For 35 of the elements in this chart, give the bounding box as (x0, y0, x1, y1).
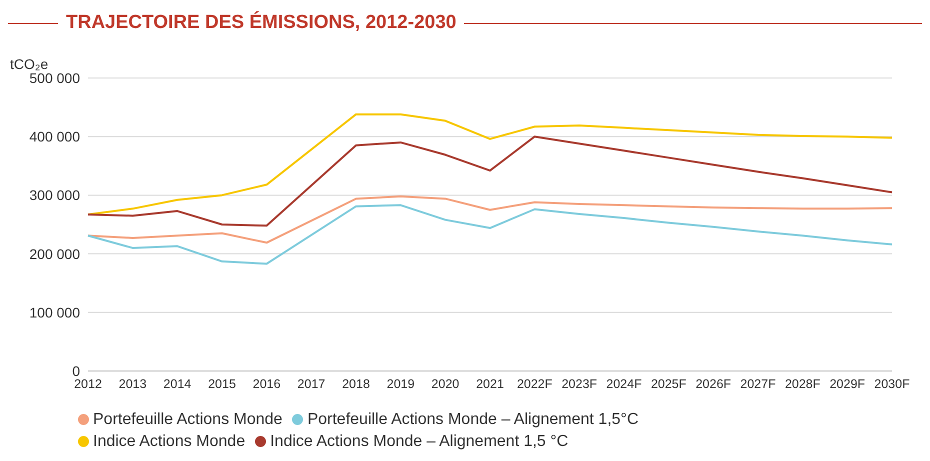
legend-label: Indice Actions Monde (93, 433, 246, 450)
x-tick-label: 2019 (386, 376, 415, 391)
x-tick-label: 2017 (297, 376, 326, 391)
x-tick-label: 2021 (476, 376, 504, 391)
x-tick-label: 2029F (830, 376, 866, 391)
legend-label: Indice Actions Monde – Alignement 1,5 °C (270, 433, 568, 450)
x-tick-label: 2028F (784, 376, 821, 391)
chart-title: TRAJECTOIRE DES ÉMISSIONS, 2012-2030 (66, 12, 456, 34)
x-tick-label: 2027F (740, 376, 776, 391)
x-tick-label: 2023F (562, 376, 598, 391)
line-series (87, 204, 893, 265)
y-tick-label: 300 000 (29, 187, 80, 204)
x-tick-label: 2013 (118, 376, 147, 391)
y-tick-label: 100 000 (29, 304, 80, 320)
x-tick-label: 2026F (696, 376, 732, 391)
x-tick-label: 2024F (606, 376, 642, 391)
x-tick-label: 2016 (252, 376, 281, 391)
x-tick-label: 2030F (874, 376, 910, 391)
legend-label: Portefeuille Actions Monde (93, 411, 282, 428)
y-tick-label: 0 (72, 362, 80, 379)
x-tick-label: 2018 (342, 376, 370, 391)
x-tick-label: 2022F (516, 376, 553, 391)
x-tick-label: 2015 (208, 376, 236, 391)
y-tick-label: 200 000 (29, 246, 80, 262)
line-series (87, 113, 893, 216)
x-tick-label: 2025F (650, 376, 687, 391)
y-tick-label: 400 000 (29, 128, 80, 145)
legend-label: Portefeuille Actions Monde – Alignement 1,5°C (307, 411, 638, 428)
x-tick-label: 2014 (163, 376, 192, 391)
line-series (87, 136, 893, 227)
y-tick-label: 500 000 (29, 70, 80, 86)
line-series (87, 195, 893, 244)
y-axis-title: tCO₂e (10, 56, 48, 72)
x-tick-label: 2020 (431, 376, 460, 391)
x-tick-label: 2012 (74, 376, 102, 391)
